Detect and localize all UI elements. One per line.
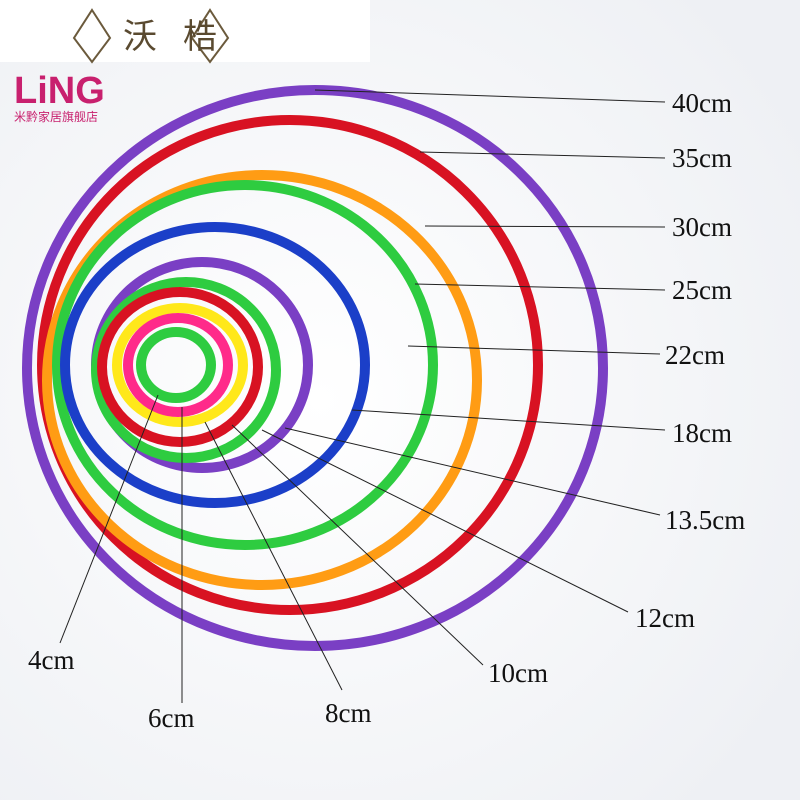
size-labels: 40cm 35cm 30cm 25cm 22cm 18cm 13.5cm 12cm 10cm 8c…	[28, 88, 745, 733]
size-label: 35cm	[672, 143, 732, 173]
leader-line	[414, 283, 666, 291]
logo-band	[0, 0, 370, 62]
size-label: 8cm	[325, 698, 372, 728]
ring	[91, 277, 281, 463]
ring	[97, 287, 263, 447]
ring	[52, 180, 438, 550]
ring	[123, 313, 233, 417]
leader-line	[407, 345, 661, 355]
logo-ornament	[72, 8, 230, 64]
logo-char: 梏	[183, 17, 217, 57]
size-label: 4cm	[28, 645, 75, 675]
ring	[42, 170, 482, 590]
size-label: 10cm	[488, 658, 548, 688]
brand: LiNG	[14, 70, 105, 112]
size-label: 18cm	[672, 418, 732, 448]
size-label: 25cm	[672, 275, 732, 305]
leader-line	[231, 424, 484, 666]
leader-line	[419, 151, 666, 159]
size-label: 12cm	[635, 603, 695, 633]
leader-line	[261, 429, 629, 613]
leader-line	[204, 421, 343, 691]
logo-char: 沃	[123, 17, 157, 57]
leader-line	[284, 427, 661, 516]
rings	[22, 85, 608, 651]
size-label: 30cm	[672, 212, 732, 242]
leader-line	[424, 225, 666, 228]
ring	[60, 222, 370, 508]
leader-lines	[59, 89, 666, 703]
leader-line	[351, 409, 666, 431]
ring	[136, 327, 216, 403]
size-label: 13.5cm	[665, 505, 745, 535]
store-name: 米黔家居旗舰店	[14, 109, 98, 124]
leader-line	[59, 394, 159, 644]
size-label: 22cm	[665, 340, 725, 370]
ring	[112, 303, 248, 427]
ring	[37, 115, 543, 615]
size-label: 6cm	[148, 703, 195, 733]
leader-line	[314, 89, 666, 103]
size-label: 40cm	[672, 88, 732, 118]
